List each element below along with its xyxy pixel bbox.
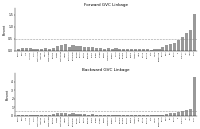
Bar (153, 115, 157, 116)
Bar (153, 49, 157, 50)
Bar (185, 110, 188, 116)
Bar (126, 49, 129, 50)
Bar (75, 114, 79, 116)
Bar (107, 115, 110, 116)
Bar (103, 49, 106, 50)
Bar (193, 14, 196, 50)
Bar (25, 48, 28, 50)
Bar (126, 115, 129, 116)
Bar (161, 47, 164, 50)
Bar (111, 115, 114, 116)
Bar (29, 48, 32, 50)
Bar (157, 49, 161, 50)
Bar (91, 114, 94, 116)
Bar (21, 48, 24, 50)
Bar (36, 49, 39, 50)
Y-axis label: Percent: Percent (6, 89, 10, 100)
Bar (21, 115, 24, 116)
Bar (161, 115, 164, 116)
Bar (32, 49, 36, 50)
Bar (185, 33, 188, 50)
Bar (177, 40, 180, 50)
Bar (87, 115, 90, 116)
Bar (134, 115, 137, 116)
Bar (40, 115, 43, 116)
Bar (122, 49, 125, 50)
Bar (114, 48, 118, 50)
Bar (103, 115, 106, 116)
Bar (71, 113, 75, 116)
Title: Backward GVC Linkage: Backward GVC Linkage (82, 68, 130, 72)
Bar (83, 47, 86, 50)
Bar (130, 115, 133, 116)
Bar (48, 49, 51, 50)
Bar (146, 49, 149, 50)
Bar (56, 46, 59, 50)
Bar (99, 115, 102, 116)
Title: Forward GVC Linkage: Forward GVC Linkage (84, 3, 128, 7)
Bar (193, 77, 196, 116)
Bar (68, 114, 71, 116)
Bar (48, 115, 51, 116)
Bar (181, 111, 184, 116)
Bar (64, 113, 67, 116)
Bar (95, 48, 98, 50)
Bar (52, 48, 55, 50)
Y-axis label: Percent: Percent (3, 24, 7, 35)
Bar (146, 115, 149, 116)
Bar (83, 114, 86, 116)
Bar (75, 46, 79, 50)
Bar (44, 48, 47, 50)
Bar (60, 113, 63, 116)
Bar (52, 114, 55, 116)
Bar (36, 115, 39, 116)
Bar (169, 113, 172, 116)
Bar (189, 109, 192, 116)
Bar (32, 115, 36, 116)
Bar (165, 114, 168, 116)
Bar (138, 115, 141, 116)
Bar (91, 47, 94, 50)
Bar (95, 115, 98, 116)
Bar (157, 115, 161, 116)
Bar (122, 115, 125, 116)
Bar (87, 47, 90, 50)
Bar (68, 47, 71, 50)
Bar (71, 45, 75, 50)
Bar (189, 30, 192, 50)
Bar (138, 49, 141, 50)
Bar (173, 113, 176, 116)
Bar (118, 115, 121, 116)
Bar (40, 49, 43, 50)
Bar (114, 115, 118, 116)
Bar (134, 49, 137, 50)
Bar (64, 44, 67, 50)
Bar (169, 44, 172, 50)
Bar (177, 112, 180, 116)
Bar (181, 37, 184, 50)
Bar (79, 46, 82, 50)
Bar (111, 49, 114, 50)
Bar (150, 115, 153, 116)
Bar (44, 115, 47, 116)
Bar (142, 49, 145, 50)
Bar (29, 115, 32, 116)
Bar (165, 45, 168, 50)
Bar (17, 115, 20, 116)
Bar (118, 49, 121, 50)
Bar (107, 48, 110, 50)
Bar (25, 115, 28, 116)
Bar (56, 114, 59, 116)
Bar (17, 49, 20, 50)
Bar (99, 48, 102, 50)
Bar (130, 49, 133, 50)
Bar (60, 45, 63, 50)
Bar (79, 114, 82, 116)
Bar (173, 43, 176, 50)
Bar (142, 115, 145, 116)
